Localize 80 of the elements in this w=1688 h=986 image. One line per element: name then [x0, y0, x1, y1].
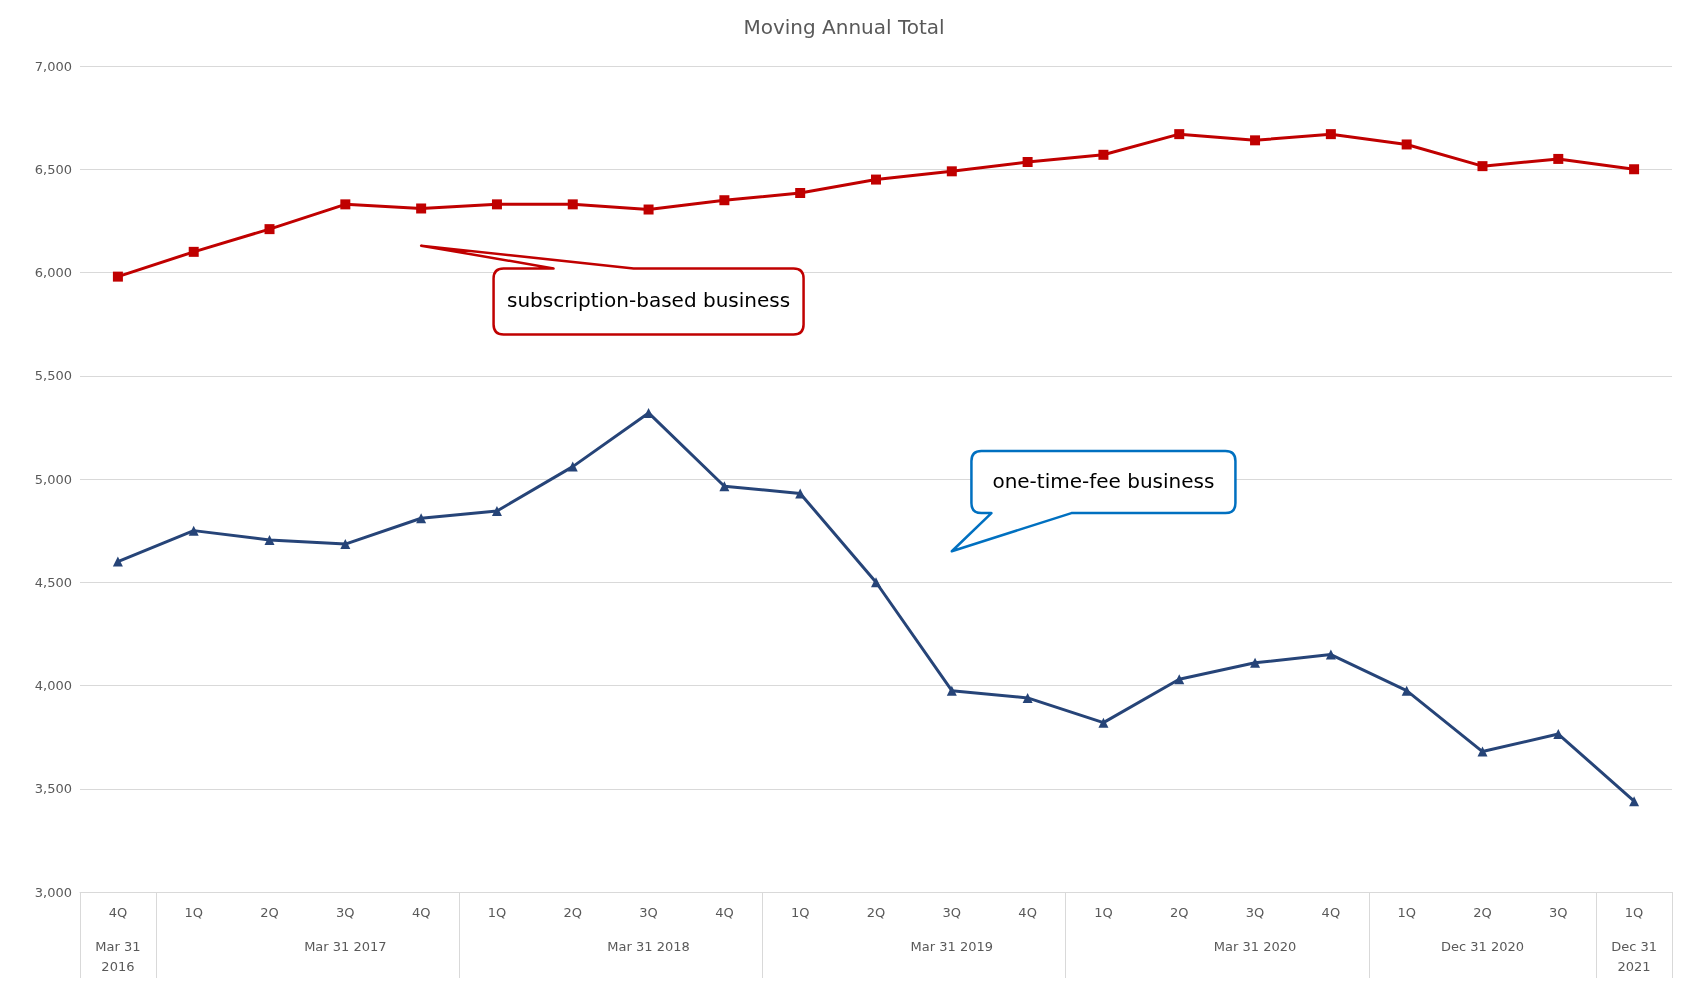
- point: [1477, 746, 1488, 757]
- point: [340, 539, 351, 550]
- point: [1401, 685, 1412, 696]
- y-tick-label: 5,000: [34, 471, 72, 487]
- point: [1250, 135, 1261, 146]
- y-tick-label: 4,000: [34, 678, 72, 693]
- annotation: subscription-based business: [507, 287, 791, 312]
- point: [567, 461, 578, 472]
- text: Mar 31 2020: [1213, 938, 1297, 954]
- x-tick-label: 3Q: [942, 905, 962, 920]
- y-tick-label: 3,500: [34, 781, 72, 797]
- text: Dec 31 2020: [1440, 938, 1524, 954]
- chart-title: Moving Annual Total: [743, 15, 945, 39]
- point: [567, 199, 578, 210]
- point: [188, 525, 199, 536]
- x-tick-label: 1Q: [1397, 905, 1416, 920]
- x-tick-label: 2Q: [1169, 905, 1189, 920]
- point: [871, 174, 881, 185]
- point: [1629, 164, 1640, 175]
- point: [112, 271, 123, 282]
- x-tick-label: 1Q: [1094, 905, 1113, 920]
- point: [795, 488, 806, 499]
- point: [719, 481, 730, 492]
- point: [871, 577, 881, 588]
- point: [188, 246, 199, 257]
- point: [340, 199, 351, 210]
- x-tick-label: 3Q: [639, 905, 658, 920]
- point: [1174, 129, 1185, 140]
- y-tick-label: 7,000: [34, 58, 72, 74]
- annotation: one-time-fee business: [992, 468, 1215, 493]
- point: [1553, 153, 1564, 164]
- text: Mar 31 2016: [95, 938, 141, 974]
- point: [1098, 717, 1109, 728]
- x-tick-label: 1Q: [184, 905, 203, 920]
- y-tick-label: 6,000: [34, 265, 72, 280]
- x-tick-label: 2Q: [1473, 905, 1492, 920]
- point: [1022, 692, 1033, 703]
- x-tick-label: 4Q: [1321, 905, 1341, 920]
- point: [1174, 674, 1185, 685]
- text: Mar 31 2017: [304, 938, 387, 954]
- y-tick-label: 6,500: [34, 161, 72, 177]
- x-tick-label: 2Q: [866, 905, 886, 920]
- text: Mar 31 2019: [910, 938, 994, 954]
- point: [112, 556, 123, 567]
- y-tick-label: 3,000: [34, 884, 72, 900]
- point: [416, 203, 427, 214]
- x-tick-label: 4Q: [715, 905, 734, 920]
- point: [1477, 161, 1488, 172]
- point: [264, 534, 275, 545]
- x-tick-label: 4Q: [108, 905, 128, 920]
- point: [1401, 139, 1412, 150]
- point: [946, 166, 957, 177]
- point: [1325, 129, 1336, 140]
- x-tick-label: 2Q: [563, 905, 583, 920]
- text: Mar 31 2018: [607, 938, 690, 954]
- point: [1629, 796, 1640, 807]
- point: [264, 224, 275, 235]
- point: [1022, 157, 1033, 168]
- point: [1250, 657, 1261, 668]
- x-tick-label: 4Q: [411, 905, 431, 920]
- x-tick-label: 1Q: [1624, 905, 1644, 920]
- y-tick-label: 4,500: [34, 574, 72, 590]
- text: Dec 31 2021: [1611, 938, 1658, 974]
- point: [1325, 649, 1336, 660]
- x-tick-label: 1Q: [487, 905, 507, 920]
- point: [719, 195, 730, 206]
- x-tick-label: 3Q: [1549, 905, 1568, 920]
- x-tick-label: 3Q: [1245, 905, 1265, 920]
- x-tick-label: 1Q: [790, 905, 810, 920]
- point: [946, 685, 957, 696]
- point: [491, 506, 502, 517]
- point: [416, 513, 427, 524]
- x-tick-label: 2Q: [260, 905, 279, 920]
- x-tick-label: 4Q: [1018, 905, 1037, 920]
- x-tick-label: 3Q: [336, 905, 355, 920]
- y-tick-label: 5,500: [34, 368, 72, 384]
- point: [795, 188, 806, 198]
- point: [643, 204, 654, 215]
- point: [1098, 149, 1109, 160]
- point: [491, 199, 502, 210]
